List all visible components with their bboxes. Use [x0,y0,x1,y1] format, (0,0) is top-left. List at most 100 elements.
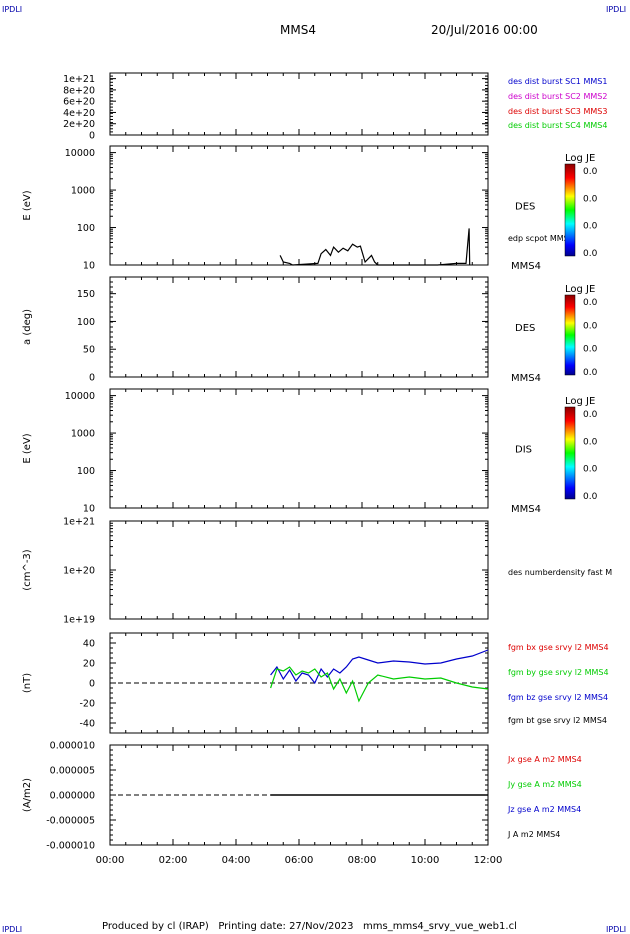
colorbar-label: 0.0 [583,298,598,308]
instrument-label: DES [515,202,535,213]
panel-dis-energy: 10000 1000 100 10 E (eV) DIS MMS4 Log JE 0.0 0.0 0… [22,388,598,515]
corner-label-br: IPDLI [606,925,626,934]
colorbar-label: 0.0 [583,492,598,502]
corner-label-tl: IPDLI [2,5,22,14]
y-tick-label: 10000 [65,391,95,402]
y-axis-label: E (eV) [22,190,33,220]
y-tick-label: -0.000010 [46,841,95,852]
corner-label-tr: IPDLI [606,5,626,14]
y-tick-label: 1000 [71,429,95,440]
overlay-label: edp scpot MMS4 [508,234,574,243]
y-axis-label: (cm^-3) [22,549,33,590]
y-tick-label: 1e+20 [63,566,95,577]
panel-des-pitch: 150 100 50 0 a (deg) DES MMS4 Log JE 0.0 0.0 0.0 0.… [22,276,598,384]
colorbar-label: 0.0 [583,368,598,378]
legend-entry: Jz gse A m2 MMS4 [507,805,581,814]
panel-current: 0.000010 0.000005 0.000000 -0.000005 -0.0000… [22,741,582,852]
time-tick-label: 08:00 [348,855,377,866]
y-axis-label: E (eV) [22,433,33,463]
legend-entry: des dist burst SC2 MMS2 [508,92,607,101]
time-tick-label: 10:00 [411,855,440,866]
time-tick-label: 12:00 [474,855,503,866]
date-title: 20/Jul/2016 00:00 [431,23,538,37]
time-tick-label: 00:00 [96,855,125,866]
y-tick-label: 100 [77,466,95,477]
y-tick-label: 10000 [65,148,95,159]
footer-credits: Produced by cl (IRAP) Printing date: 27/… [102,921,517,932]
spacecraft-label: MMS4 [511,373,541,384]
y-axis-label: (nT) [22,673,33,693]
panel-density: 1e+21 1e+20 1e+19 (cm^-3) des numberdensity … [22,517,612,626]
y-tick-label: 0 [89,373,95,384]
y-tick-label: 0 [89,679,95,690]
colorbar [564,163,576,257]
instrument-label: DES [515,323,535,334]
y-tick-label: 1e+21 [63,74,95,85]
colorbar-label: 0.0 [583,345,598,355]
y-tick-label: 10 [83,504,95,515]
y-tick-label: -20 [79,699,95,710]
colorbar-label: 0.0 [583,321,598,331]
legend-entry: des dist burst SC4 MMS4 [508,121,607,130]
y-tick-label: 1e+19 [63,615,95,626]
time-tick-label: 02:00 [159,855,188,866]
legend-entry: Jx gse A m2 MMS4 [507,755,582,764]
y-tick-label: 1000 [71,186,95,197]
y-tick-label: 40 [83,639,95,650]
instrument-label: DIS [515,445,532,456]
y-tick-label: -0.000005 [46,816,95,827]
panel-frame [109,388,489,509]
y-tick-label: 0 [89,131,95,142]
panel-frame [109,72,489,136]
colorbar-label: 0.0 [583,249,598,259]
y-tick-label: 50 [83,345,95,356]
y-tick-label: 0.000005 [50,766,95,777]
y-tick-label: 4e+20 [63,108,95,119]
y-axis-label: a (deg) [22,309,33,345]
y-tick-label: 0.000010 [50,741,95,752]
time-tick-label: 04:00 [222,855,251,866]
legend-entry: des numberdensity fast M [508,568,612,577]
legend-entry: fgm bz gse srvy l2 MMS4 [508,693,608,702]
panel-frame [109,276,489,378]
colorbar-label: 0.0 [583,167,598,177]
colorbar-label: 0.0 [583,437,598,447]
colorbar-label: 0.0 [583,410,598,420]
colorbar [564,294,576,376]
y-tick-label: 6e+20 [63,97,95,108]
legend-entry: Jy gse A m2 MMS4 [507,780,582,789]
legend-entry: fgm by gse srvy l2 MMS4 [508,668,609,677]
legend-entry: J A m2 MMS4 [507,830,560,839]
colorbar-title: Log JE [565,153,595,164]
y-tick-label: 100 [77,223,95,234]
colorbar-label: 0.0 [583,222,598,232]
y-axis-label: (A/m2) [22,778,33,812]
y-tick-label: -40 [79,719,95,730]
spacecraft-label: MMS4 [511,504,541,515]
spacecraft-label: MMS4 [511,261,541,272]
colorbar-title: Log JE [565,284,595,295]
panel-frame [109,145,489,266]
panel-fgm: 40 20 0 -20 -40 (nT) fgm bx gse srvy l2 MMS4 fg… [22,632,609,734]
scpot-series-line [279,228,471,266]
y-tick-label: 0.000000 [50,791,95,802]
y-tick-label: 8e+20 [63,85,95,96]
panel-des-energy: 10000 1000 100 10 E (eV) DES MMS4 edp scpot MMS… [22,145,598,272]
y-tick-label: 10 [83,261,95,272]
colorbar-label: 0.0 [583,465,598,475]
y-tick-label: 1e+21 [63,517,95,528]
corner-label-bl: IPDLI [2,925,22,934]
series-line [270,649,489,685]
panel-frame [109,520,489,620]
series-line [270,666,489,703]
time-tick-label: 06:00 [285,855,314,866]
legend-entry: des dist burst SC1 MMS1 [508,77,607,86]
y-tick-label: 20 [83,659,95,670]
legend-entry: fgm bx gse srvy l2 MMS4 [508,643,609,652]
legend-entry: des dist burst SC3 MMS3 [508,107,607,116]
colorbar [564,406,576,500]
y-tick-label: 150 [77,289,95,300]
colorbar-title: Log JE [565,396,595,407]
